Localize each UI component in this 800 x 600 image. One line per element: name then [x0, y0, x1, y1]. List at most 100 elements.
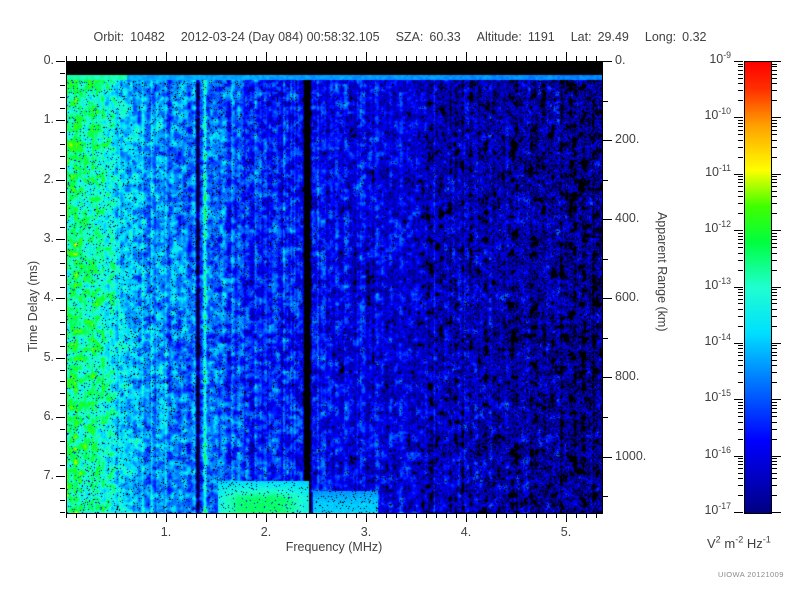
- x-axis-tick: [186, 513, 187, 518]
- x-axis-tick: [396, 513, 397, 518]
- y-axis-right-tick: [603, 417, 608, 418]
- colorbar-tick-label: 10-13: [704, 275, 731, 292]
- x-axis-tick-top: [576, 56, 577, 61]
- colorbar-minor-tick: [772, 303, 777, 304]
- x-axis-tick-top: [306, 56, 307, 61]
- x-axis-tick: [576, 513, 577, 518]
- colorbar-minor-tick: [738, 78, 743, 79]
- x-axis-tick-top: [76, 56, 77, 61]
- x-axis-tick-top: [316, 56, 317, 61]
- y-axis-left-tick: [60, 73, 65, 74]
- x-axis-tick: [586, 513, 587, 518]
- x-axis-tick-top: [86, 56, 87, 61]
- x-axis-tick-top: [176, 56, 177, 61]
- x-axis-tick: [556, 513, 557, 518]
- colorbar-minor-tick: [772, 309, 777, 310]
- colorbar-minor-tick: [738, 247, 743, 248]
- x-axis-tick-top: [296, 56, 297, 61]
- colorbar-minor-tick: [772, 236, 777, 237]
- y-axis-left-tick-label: 3.: [43, 231, 54, 246]
- colorbar-minor-tick: [772, 270, 777, 271]
- colorbar-minor-tick: [772, 191, 777, 192]
- y-axis-left-tick: [56, 417, 65, 418]
- colorbar-tick-label: 10-9: [709, 49, 731, 66]
- colorbar-minor-tick: [738, 196, 743, 197]
- orbit-field: Orbit: 10482: [94, 30, 165, 44]
- colorbar-major-tick: [772, 343, 781, 344]
- y-axis-right-tick: [603, 377, 612, 378]
- y-axis-left-tick-label: 1.: [43, 112, 54, 127]
- x-axis-tick: [206, 513, 207, 518]
- colorbar-minor-tick: [738, 191, 743, 192]
- colorbar-major-tick: [772, 399, 781, 400]
- x-axis-tick-top: [146, 56, 147, 61]
- credit-text: UIOWA 20121009: [718, 570, 784, 579]
- colorbar-minor-tick: [738, 90, 743, 91]
- x-axis-tick: [366, 513, 367, 522]
- colorbar-tick-label: 10-15: [704, 388, 731, 405]
- colorbar-minor-tick: [772, 90, 777, 91]
- x-axis-tick: [296, 513, 297, 518]
- colorbar-minor-tick: [738, 64, 743, 65]
- colorbar-minor-tick: [738, 126, 743, 127]
- colorbar-minor-tick: [738, 260, 743, 261]
- y-axis-left-tick-label: 5.: [43, 349, 54, 364]
- y-axis-left-tick: [60, 370, 65, 371]
- x-axis-tick: [256, 513, 257, 518]
- y-axis-left-tick: [60, 441, 65, 442]
- colorbar-minor-tick: [738, 213, 743, 214]
- colorbar-major-tick: [734, 61, 743, 62]
- y-axis-left-tick: [60, 488, 65, 489]
- x-axis-tick-top: [126, 56, 127, 61]
- y-axis-left-tick: [56, 476, 65, 477]
- y-axis-right-tick-label: 0.: [615, 53, 626, 67]
- colorbar-minor-tick: [738, 303, 743, 304]
- colorbar-minor-tick: [772, 299, 777, 300]
- colorbar-minor-tick: [772, 203, 777, 204]
- x-axis-title: Frequency (MHz): [285, 540, 383, 554]
- colorbar-minor-tick: [738, 439, 743, 440]
- spectrogram-plot-area: [66, 61, 603, 514]
- colorbar-minor-tick: [738, 134, 743, 135]
- colorbar-major-tick: [734, 456, 743, 457]
- x-axis-tick: [456, 513, 457, 518]
- x-axis-tick: [536, 513, 537, 518]
- colorbar-minor-tick: [772, 478, 777, 479]
- x-axis-tick: [266, 513, 267, 522]
- colorbar-minor-tick: [738, 70, 743, 71]
- x-axis-tick: [346, 513, 347, 518]
- x-axis-tick: [146, 513, 147, 518]
- colorbar-minor-tick: [738, 458, 743, 459]
- x-axis-tick-top: [386, 56, 387, 61]
- y-axis-left-tick-label: 4.: [43, 290, 54, 305]
- x-axis-tick-top: [456, 56, 457, 61]
- longitude-value: 0.32: [682, 30, 707, 44]
- x-axis-tick-top: [366, 52, 367, 61]
- colorbar-minor-tick: [738, 236, 743, 237]
- colorbar-minor-tick: [772, 140, 777, 141]
- colorbar-minor-tick: [738, 140, 743, 141]
- colorbar-major-tick: [734, 174, 743, 175]
- y-axis-right-tick: [603, 496, 608, 497]
- x-axis-tick: [566, 513, 567, 522]
- colorbar-minor-tick: [738, 179, 743, 180]
- x-axis-tick: [496, 513, 497, 518]
- colorbar-minor-tick: [772, 412, 777, 413]
- figure-header: Orbit: 10482 2012-03-24 (Day 084) 00:58:32…: [0, 30, 800, 44]
- colorbar-minor-tick: [772, 176, 777, 177]
- x-axis-tick: [316, 513, 317, 518]
- colorbar-minor-tick: [738, 289, 743, 290]
- x-axis-tick: [276, 513, 277, 518]
- x-axis-tick-top: [406, 56, 407, 61]
- colorbar-minor-tick: [738, 83, 743, 84]
- colorbar-minor-tick: [738, 360, 743, 361]
- longitude-label: Long:: [644, 30, 677, 44]
- colorbar-major-tick: [772, 174, 781, 175]
- y-axis-left-tick: [60, 168, 65, 169]
- x-axis-tick: [86, 513, 87, 518]
- colorbar-minor-tick: [738, 485, 743, 486]
- colorbar-minor-tick: [772, 345, 777, 346]
- colorbar-minor-tick: [738, 372, 743, 373]
- colorbar-tick-label: 10-12: [704, 218, 731, 236]
- y-axis-right-tick-label: 200.: [615, 132, 640, 147]
